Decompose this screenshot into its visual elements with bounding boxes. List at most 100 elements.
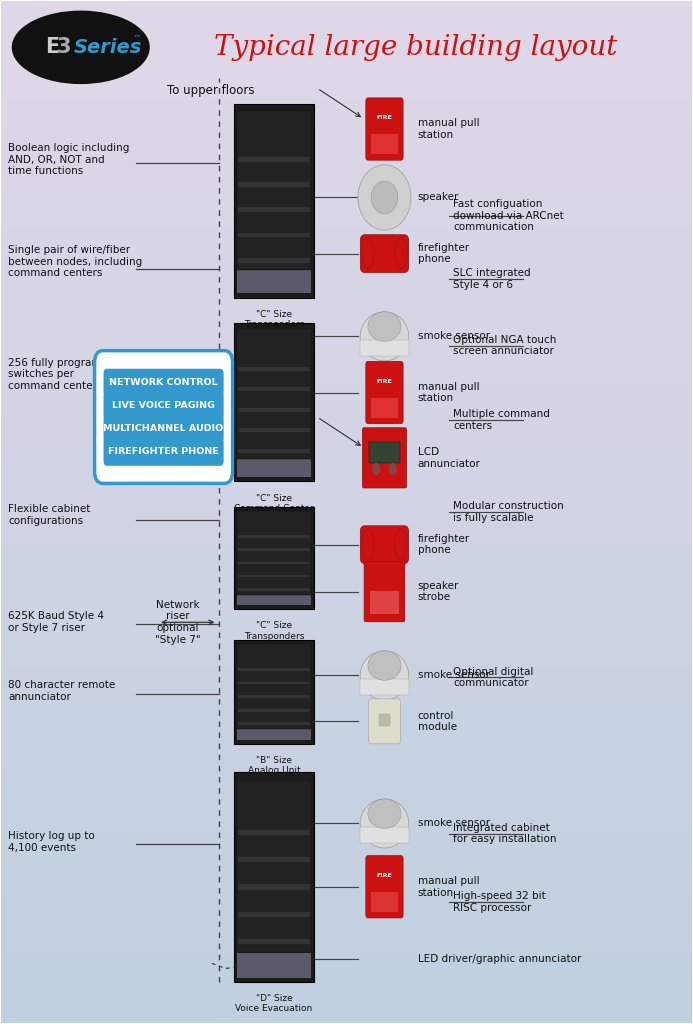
FancyBboxPatch shape [238,682,310,684]
Text: E: E [44,37,59,57]
Text: Network
riser
optional
"Style 7": Network riser optional "Style 7" [155,600,200,645]
Text: To upper floors: To upper floors [167,84,254,96]
Ellipse shape [360,312,409,360]
Ellipse shape [368,312,401,341]
Text: "C" Size
Command Center: "C" Size Command Center [234,494,314,513]
Text: Fast configuation
download via ARCnet
communication: Fast configuation download via ARCnet co… [453,200,564,232]
FancyBboxPatch shape [237,511,311,595]
Text: MULTICHANNEL AUDIO: MULTICHANNEL AUDIO [103,424,224,433]
Ellipse shape [395,529,407,560]
Ellipse shape [389,463,397,475]
FancyBboxPatch shape [238,709,310,712]
Text: ™: ™ [133,34,141,43]
Text: Boolean logic including
AND, OR, NOT and
time functions: Boolean logic including AND, OR, NOT and… [8,143,130,176]
FancyBboxPatch shape [238,232,310,238]
FancyBboxPatch shape [234,772,314,982]
FancyBboxPatch shape [238,535,310,538]
FancyBboxPatch shape [366,856,403,918]
Text: smoke sensor: smoke sensor [418,818,490,828]
FancyBboxPatch shape [238,669,310,671]
Text: firefighter
phone: firefighter phone [418,534,470,555]
Text: History log up to
4,100 events: History log up to 4,100 events [8,831,95,853]
Ellipse shape [372,463,380,475]
FancyBboxPatch shape [103,392,224,420]
Ellipse shape [360,651,409,700]
Text: LIVE VOICE PAGING: LIVE VOICE PAGING [112,401,215,411]
FancyBboxPatch shape [360,826,409,843]
FancyBboxPatch shape [360,234,409,272]
FancyBboxPatch shape [237,780,311,952]
Ellipse shape [360,799,409,848]
Text: Optional NGA touch
screen annunciator: Optional NGA touch screen annunciator [453,335,557,356]
Ellipse shape [362,239,374,269]
Text: NETWORK CONTROL: NETWORK CONTROL [109,378,218,387]
FancyBboxPatch shape [238,449,310,453]
Text: 3: 3 [56,37,71,57]
FancyBboxPatch shape [238,428,310,432]
FancyBboxPatch shape [237,330,311,459]
FancyBboxPatch shape [238,885,310,890]
Text: FIRE: FIRE [376,116,392,120]
Text: 625K Baud Style 4
or Style 7 riser: 625K Baud Style 4 or Style 7 riser [8,611,104,633]
FancyBboxPatch shape [366,361,403,424]
FancyBboxPatch shape [369,699,401,743]
FancyBboxPatch shape [362,428,407,488]
Text: 256 fully programmable
switches per
command center: 256 fully programmable switches per comm… [8,357,134,391]
FancyBboxPatch shape [234,103,314,298]
FancyBboxPatch shape [237,459,311,477]
Text: "C" Size
Transponders: "C" Size Transponders [244,622,304,641]
FancyBboxPatch shape [234,507,314,609]
Text: Single pair of wire/fiber
between nodes, including
command centers: Single pair of wire/fiber between nodes,… [8,245,143,279]
Text: Modular construction
is fully scalable: Modular construction is fully scalable [453,501,564,523]
FancyBboxPatch shape [237,727,311,739]
Text: SLC integrated
Style 4 or 6: SLC integrated Style 4 or 6 [453,268,531,290]
Text: speaker: speaker [418,193,459,203]
FancyBboxPatch shape [238,387,310,391]
FancyBboxPatch shape [238,857,310,862]
FancyBboxPatch shape [103,415,224,442]
FancyBboxPatch shape [238,408,310,412]
Text: smoke sensor: smoke sensor [418,671,490,680]
Text: smoke sensor: smoke sensor [418,332,490,341]
FancyBboxPatch shape [238,182,310,187]
FancyBboxPatch shape [238,939,310,944]
Ellipse shape [362,529,374,560]
FancyBboxPatch shape [364,561,405,622]
FancyBboxPatch shape [371,892,398,911]
FancyBboxPatch shape [237,952,311,978]
FancyBboxPatch shape [238,561,310,564]
Text: firefighter
phone: firefighter phone [418,243,470,264]
Text: FIRE: FIRE [376,379,392,384]
FancyBboxPatch shape [234,324,314,481]
Text: High-speed 32 bit
RISC processor: High-speed 32 bit RISC processor [453,891,546,913]
FancyBboxPatch shape [234,640,314,743]
FancyBboxPatch shape [237,644,311,729]
FancyBboxPatch shape [238,588,310,591]
Ellipse shape [358,165,411,230]
Text: LED driver/graphic annunciator: LED driver/graphic annunciator [418,954,581,965]
Text: manual pull
station: manual pull station [418,382,480,403]
Text: Integrated cabinet
for easy installation: Integrated cabinet for easy installation [453,823,557,845]
Text: FIRE: FIRE [376,873,392,878]
Text: Optional digital
communicator: Optional digital communicator [453,667,534,688]
FancyBboxPatch shape [94,350,233,483]
FancyBboxPatch shape [103,369,224,397]
Text: manual pull
station: manual pull station [418,876,480,898]
Text: "B" Size
Analog Unit: "B" Size Analog Unit [247,756,300,775]
FancyBboxPatch shape [238,723,310,725]
FancyBboxPatch shape [369,441,400,463]
Ellipse shape [368,651,401,680]
FancyBboxPatch shape [238,548,310,551]
FancyBboxPatch shape [371,398,398,418]
Text: FIREFIGHTER PHONE: FIREFIGHTER PHONE [108,447,219,457]
FancyBboxPatch shape [237,112,311,270]
FancyBboxPatch shape [238,574,310,578]
Text: "D" Size
Voice Evacuation: "D" Size Voice Evacuation [236,994,313,1014]
Text: LCD
annunciator: LCD annunciator [418,447,480,469]
Ellipse shape [395,239,407,269]
Text: 80 character remote
annunciator: 80 character remote annunciator [8,680,116,701]
FancyBboxPatch shape [237,593,311,605]
Text: Typical large building layout: Typical large building layout [214,34,617,60]
FancyBboxPatch shape [238,830,310,836]
FancyBboxPatch shape [366,98,403,160]
